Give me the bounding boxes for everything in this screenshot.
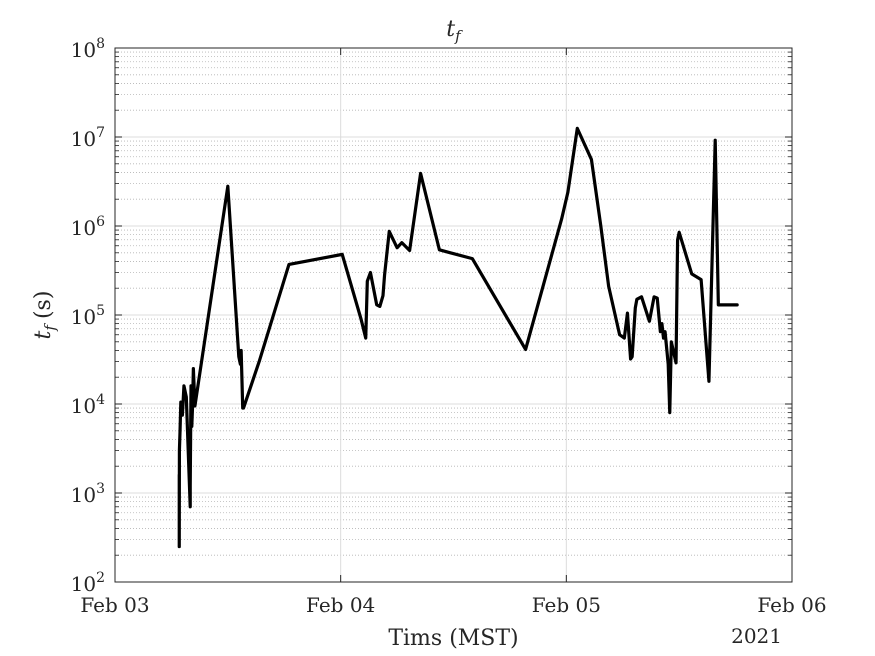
tick-marks (114, 47, 793, 583)
x-tick-label: Feb 03 (80, 593, 149, 617)
x-tick-label: Feb 04 (306, 593, 375, 617)
x-axis-year-label: 2021 (731, 624, 782, 648)
y-tick-label: 106 (71, 214, 105, 240)
y-axis-title: tf (s) (31, 291, 59, 340)
y-tick-label: 103 (71, 481, 105, 507)
y-tick-labels: 102 103 104 105 106 107 108 (71, 36, 105, 596)
series-line (177, 126, 739, 549)
chart-title: tf (446, 17, 463, 45)
x-axis-title: Tims (MST) (388, 626, 518, 651)
y-tick-label: 107 (71, 125, 105, 151)
y-tick-label: 104 (71, 392, 105, 418)
y-tick-label: 102 (71, 570, 105, 596)
chart-title-subscript: f (454, 27, 463, 45)
y-axis-title-unit: (s) (31, 291, 56, 319)
y-tick-label: 108 (71, 36, 105, 62)
y-axis-title-base: t (31, 330, 56, 339)
minor-grid (115, 51, 792, 556)
series-layer (177, 126, 739, 549)
x-tick-labels: Feb 03 Feb 04 Feb 05 Feb 06 (80, 593, 826, 617)
y-axis-title-subscript: f (41, 323, 59, 332)
chart-title-base: t (446, 17, 455, 42)
y-tick-label: 105 (71, 303, 105, 329)
x-tick-label: Feb 06 (757, 593, 826, 617)
x-tick-label: Feb 05 (532, 593, 601, 617)
